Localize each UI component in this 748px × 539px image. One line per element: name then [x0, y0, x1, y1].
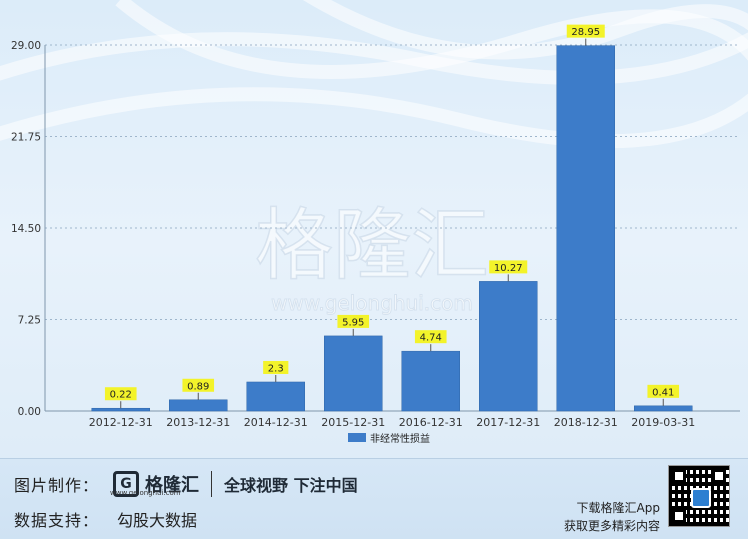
made-label: 图片制作： [14, 476, 100, 495]
x-axis: 2012-12-31 2013-12-31 2014-12-31 2015-12-31… [89, 416, 695, 429]
footer: 图片制作： G 格隆汇 全球视野 下注中国 www.gelonghui.com … [0, 458, 748, 539]
bar [324, 335, 383, 412]
logo-url: www.gelonghui.com [110, 489, 181, 497]
bar [556, 45, 615, 412]
data-label-bg [263, 360, 289, 374]
data-label: 数据支持： [14, 511, 100, 530]
qr-finder [672, 469, 686, 483]
x-tick-label: 2013-12-31 [166, 416, 230, 429]
data-label: 28.95 [571, 27, 600, 38]
data-source: 勾股大数据 [117, 511, 198, 530]
bar [634, 405, 693, 412]
app-promo-text: 获取更多精彩内容 [563, 519, 660, 533]
x-tick-label: 2017-12-31 [476, 416, 540, 429]
watermark-url: www.gelonghui.com [271, 291, 473, 315]
background-wave [0, 87, 748, 149]
bar [169, 399, 228, 412]
data-label-bg [647, 384, 680, 398]
footer-data-line: 数据支持： 勾股大数据 [14, 507, 197, 531]
y-tick-label: 29.00 [11, 40, 41, 52]
watermark-name: 格隆汇 [255, 201, 489, 291]
data-label-bg [414, 330, 447, 344]
qr-finder [672, 509, 686, 523]
bar [246, 381, 305, 412]
background-wave [115, 0, 748, 79]
data-label: 4.74 [420, 333, 442, 344]
qr-code-icon[interactable] [668, 465, 730, 527]
x-tick-label: 2015-12-31 [321, 416, 385, 429]
watermark: 格隆汇 www.gelonghui.com [254, 200, 490, 315]
qr-logo-icon [691, 488, 711, 508]
bar-chart: 格隆汇 www.gelonghui.com 0.00 7.25 14.50 21.75… [0, 0, 748, 445]
data-label: 0.89 [187, 381, 209, 392]
footer-made-line: 图片制作： G 格隆汇 全球视野 下注中国 [14, 471, 358, 497]
bar [91, 407, 150, 412]
x-tick-label: 2014-12-31 [244, 416, 308, 429]
legend[interactable]: 非经常性损益 [348, 432, 430, 445]
bar [479, 281, 538, 412]
y-tick-label: 0.00 [18, 406, 41, 418]
slogan: 全球视野 下注中国 [224, 476, 358, 495]
data-label-bg [566, 24, 605, 38]
x-tick-label: 2016-12-31 [399, 416, 463, 429]
y-tick-label: 21.75 [11, 132, 41, 144]
chart-area: 格隆汇 www.gelonghui.com 0.00 7.25 14.50 21.75… [0, 0, 748, 445]
app-download-text[interactable]: 下载格隆汇App [576, 501, 660, 515]
bars: 0.22 0.89 2.3 5.95 4.74 10.27 28.95 0.41 [91, 24, 693, 412]
x-tick-label: 2012-12-31 [89, 416, 153, 429]
gelonghui-logo-icon: G [113, 471, 140, 497]
x-tick-label: 2018-12-31 [554, 416, 618, 429]
legend-label: 非经常性损益 [370, 432, 430, 445]
data-label: 0.41 [652, 387, 674, 398]
y-tick-label: 14.50 [11, 223, 41, 235]
data-label: 10.27 [494, 263, 523, 274]
data-label-bg [182, 378, 215, 392]
legend-swatch [348, 433, 366, 442]
data-label: 0.22 [110, 390, 132, 401]
bar [401, 350, 460, 412]
x-tick-label: 2019-03-31 [631, 416, 695, 429]
data-label: 5.95 [342, 317, 364, 328]
data-label-bg [104, 387, 137, 401]
data-label-bg [489, 260, 528, 274]
background-wave [303, 0, 748, 60]
qr-finder [712, 469, 726, 483]
y-tick-label: 7.25 [18, 315, 41, 327]
y-axis: 0.00 7.25 14.50 21.75 29.00 [11, 40, 740, 418]
divider [211, 471, 213, 497]
data-label-bg [337, 314, 370, 328]
data-label: 2.3 [268, 363, 284, 374]
background-waves [0, 0, 748, 149]
logo-name: 格隆汇 [145, 475, 200, 496]
